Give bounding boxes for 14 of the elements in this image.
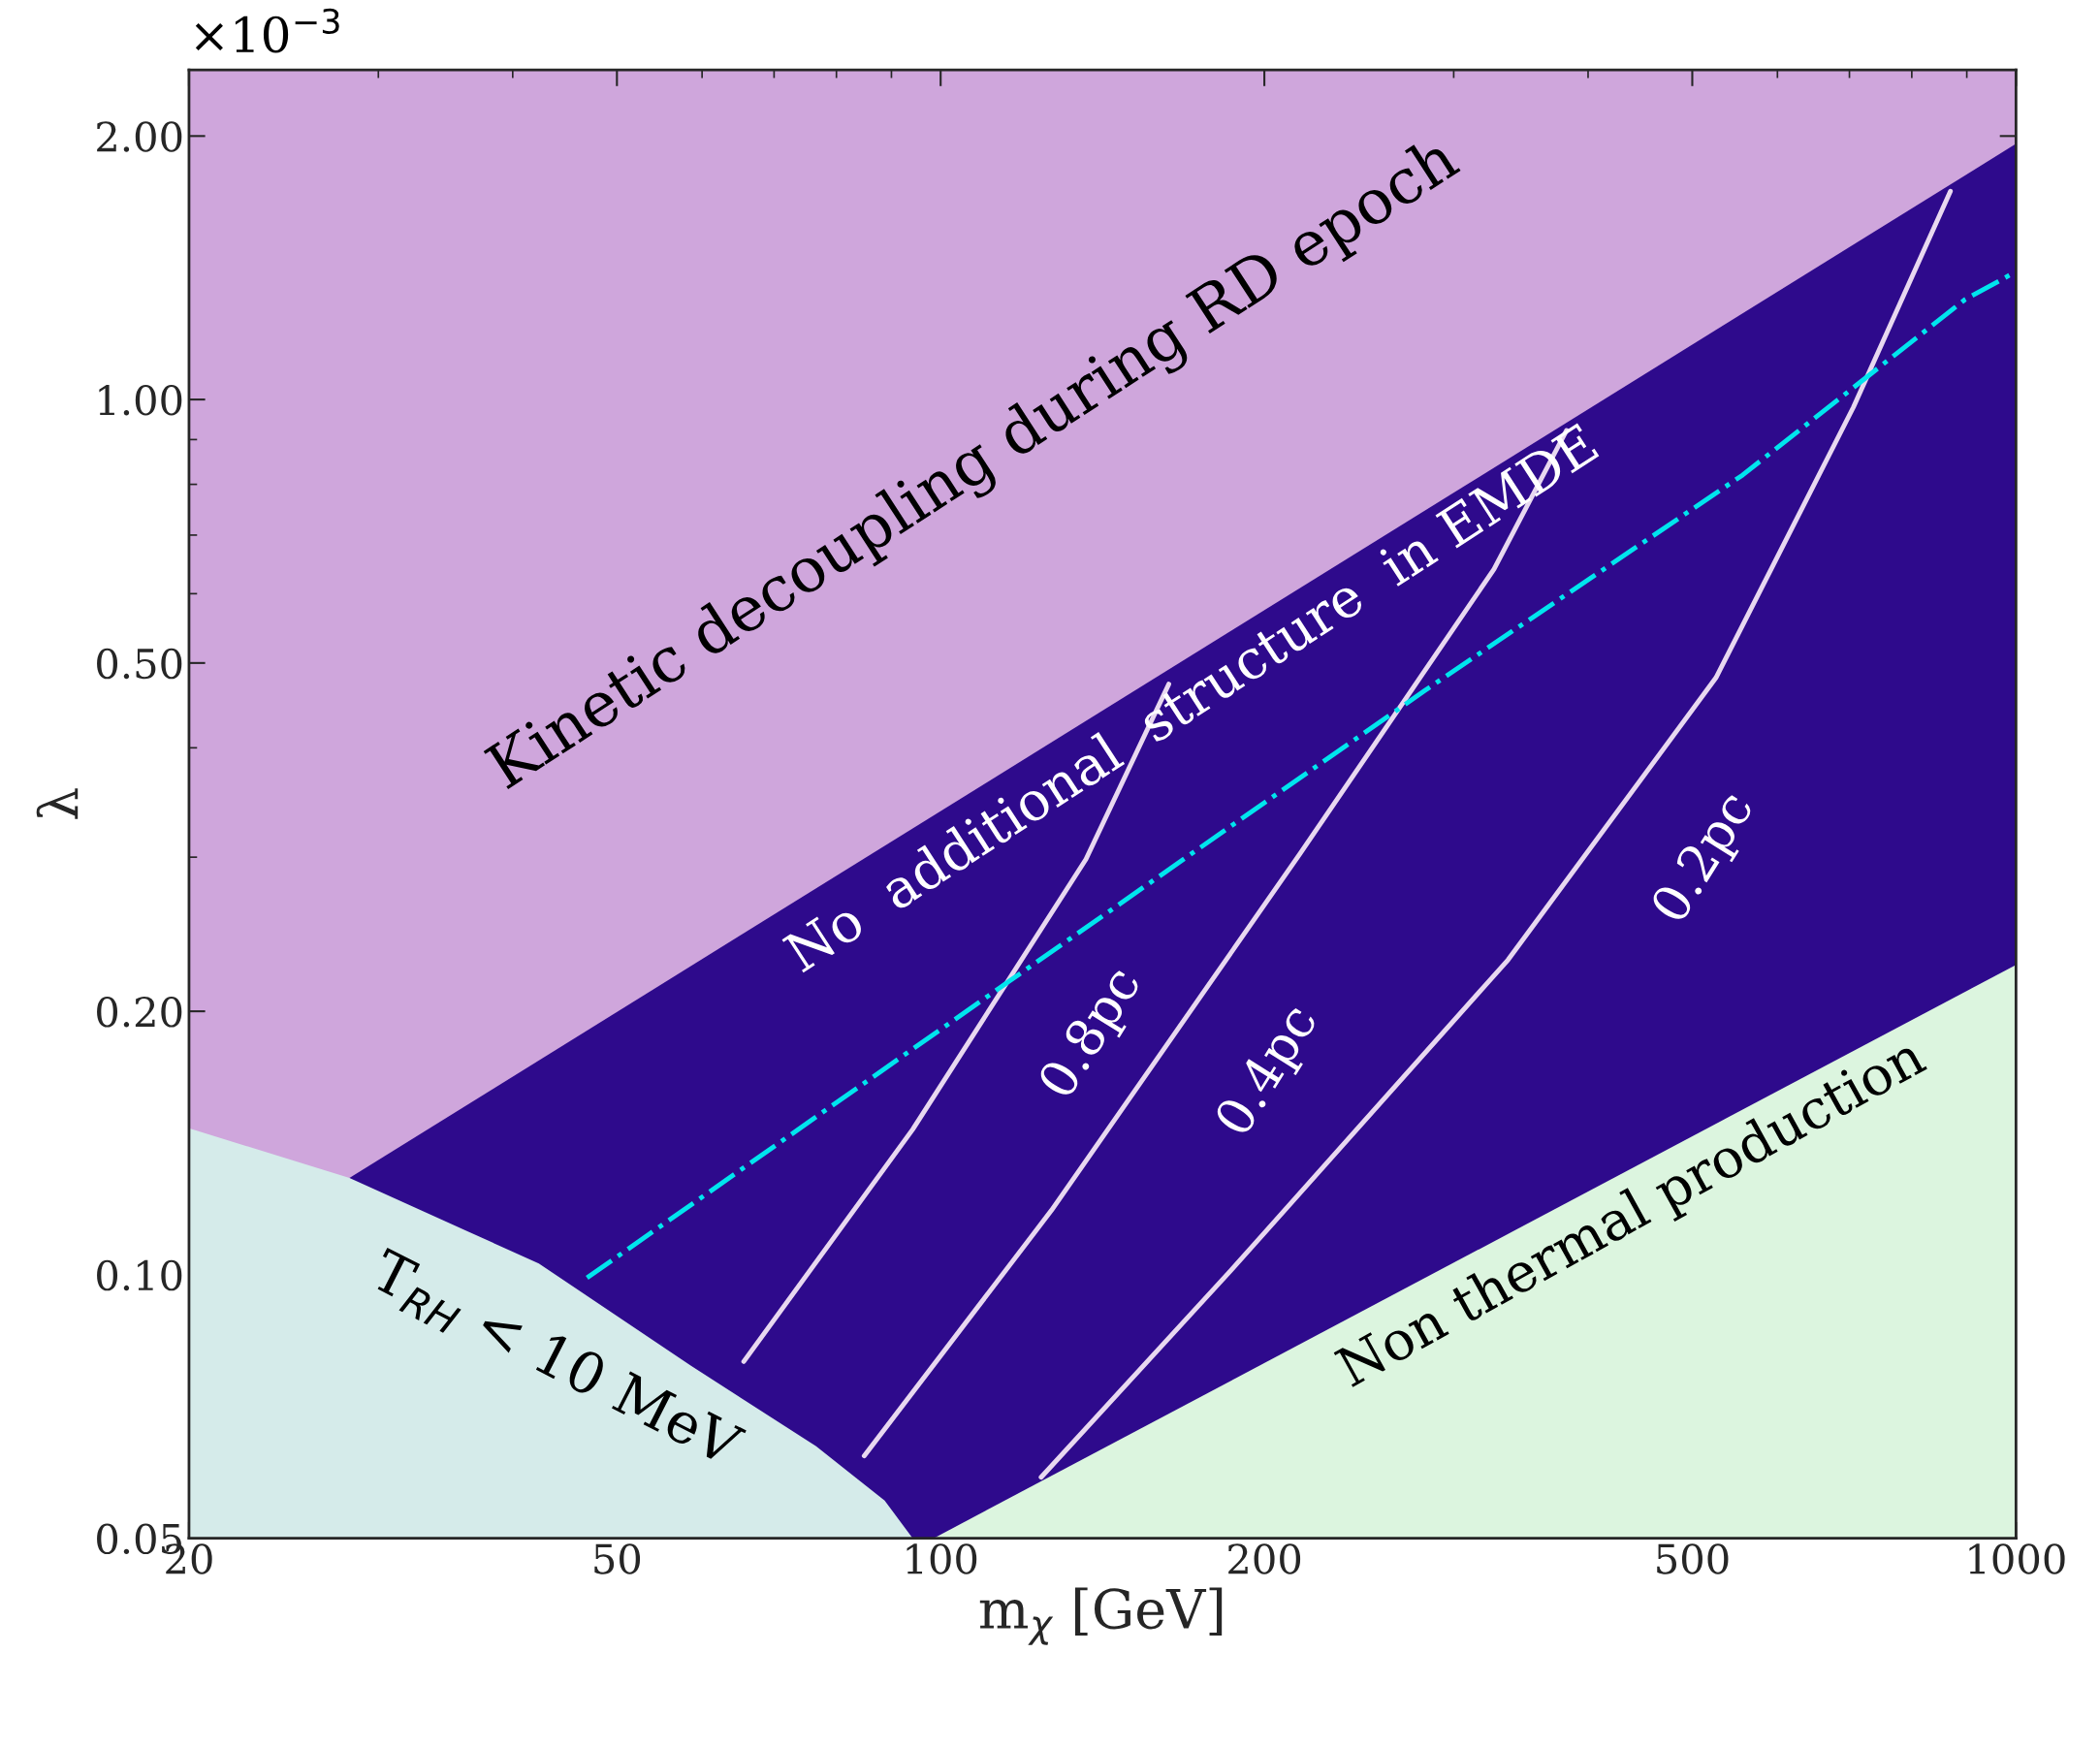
y-tick-label: 1.00 bbox=[99, 384, 182, 416]
x-axis-title: m$_{χ}$ [GeV] bbox=[979, 1587, 1223, 1645]
y-tick-label: 0.20 bbox=[97, 997, 182, 1028]
text: ×10$^{−3}$ bbox=[195, 8, 339, 53]
annotation: T$_{RH}$ < 10 MeV bbox=[364, 1247, 748, 1476]
x-tick-label: 500 bbox=[1657, 1543, 1729, 1574]
y-tick-label: 2.00 bbox=[97, 121, 182, 152]
x-tick-label: 50 bbox=[594, 1543, 641, 1574]
x-tick-label: 1000 bbox=[1969, 1543, 2065, 1574]
y-axis-title: λ bbox=[36, 788, 79, 819]
y-tick-label: 0.50 bbox=[97, 648, 182, 680]
x-tick-label: 100 bbox=[907, 1543, 977, 1574]
y-tick-label: 0.10 bbox=[97, 1259, 182, 1291]
x-tick-label: 200 bbox=[1228, 1543, 1301, 1574]
